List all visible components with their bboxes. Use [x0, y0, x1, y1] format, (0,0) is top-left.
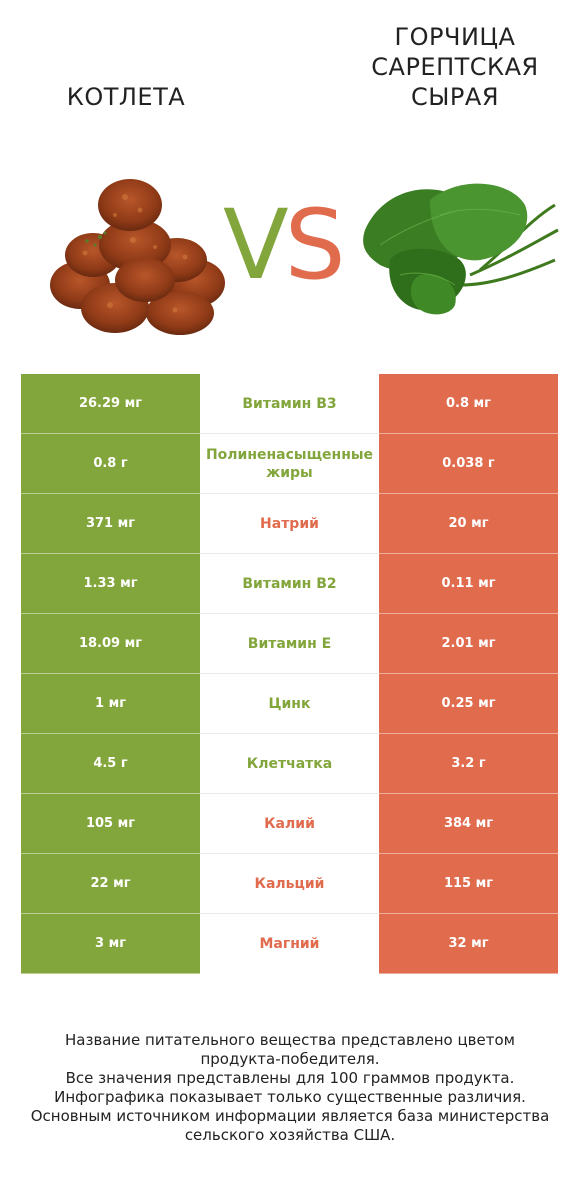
nutrient-name-cell: Калий	[200, 794, 379, 854]
right-product-title: ГОРЧИЦА САРЕПТСКАЯ СЫРАЯ	[345, 22, 565, 112]
right-value-cell: 115 мг	[379, 854, 558, 914]
footer-note: Название питательного вещества представл…	[10, 1031, 570, 1145]
left-value-cell: 3 мг	[21, 914, 200, 974]
vs-label: VS	[223, 189, 346, 301]
nutrient-name-cell: Витамин B3	[200, 374, 379, 434]
left-value-cell: 22 мг	[21, 854, 200, 914]
footer-line: сельского хозяйства США.	[184, 1126, 396, 1144]
left-value-cell: 4.5 г	[21, 734, 200, 794]
nutrient-name-cell: Витамин B2	[200, 554, 379, 614]
mustard-greens-image	[363, 183, 559, 315]
footer-line: Инфографика показывает только существенн…	[54, 1088, 526, 1106]
table-row: 1.33 мг Витамин B2 0.11 мг	[21, 554, 558, 614]
left-value-cell: 371 мг	[21, 494, 200, 554]
footer-line: Название питательного вещества представл…	[65, 1031, 515, 1049]
table-row: 105 мг Калий 384 мг	[21, 794, 558, 854]
right-value-cell: 0.038 г	[379, 434, 558, 494]
vs-s-letter: S	[284, 189, 346, 301]
comparison-table: 26.29 мг Витамин B3 0.8 мг 0.8 г Полиненасыщ…	[21, 374, 558, 974]
vs-v-letter: V	[223, 189, 289, 301]
right-value-cell: 384 мг	[379, 794, 558, 854]
right-value-cell: 0.25 мг	[379, 674, 558, 734]
right-value-cell: 20 мг	[379, 494, 558, 554]
nutrient-name-cell: Натрий	[200, 494, 379, 554]
meatball-patties-image	[50, 179, 225, 335]
right-value-cell: 3.2 г	[379, 734, 558, 794]
table-row: 3 мг Магний 32 мг	[21, 914, 558, 974]
footer-line: продукта-победителя.	[200, 1050, 380, 1068]
nutrient-name-cell: Витамин E	[200, 614, 379, 674]
nutrient-name-cell: Клетчатка	[200, 734, 379, 794]
left-value-cell: 0.8 г	[21, 434, 200, 494]
nutrient-name-cell: Кальций	[200, 854, 379, 914]
table-row: 26.29 мг Витамин B3 0.8 мг	[21, 374, 558, 434]
left-value-cell: 26.29 мг	[21, 374, 200, 434]
right-value-cell: 32 мг	[379, 914, 558, 974]
nutrient-name-cell: Магний	[200, 914, 379, 974]
left-value-cell: 105 мг	[21, 794, 200, 854]
table-row: 4.5 г Клетчатка 3.2 г	[21, 734, 558, 794]
table-row: 18.09 мг Витамин E 2.01 мг	[21, 614, 558, 674]
table-row: 1 мг Цинк 0.25 мг	[21, 674, 558, 734]
nutrient-name-cell: Полиненасыщенные жиры	[200, 434, 379, 494]
nutrient-name-cell: Цинк	[200, 674, 379, 734]
left-value-cell: 1 мг	[21, 674, 200, 734]
table-row: 22 мг Кальций 115 мг	[21, 854, 558, 914]
right-value-cell: 2.01 мг	[379, 614, 558, 674]
right-title-line: ГОРЧИЦА	[394, 23, 516, 51]
left-value-cell: 1.33 мг	[21, 554, 200, 614]
table-row: 0.8 г Полиненасыщенные жиры 0.038 г	[21, 434, 558, 494]
left-product-title: КОТЛЕТА	[66, 83, 186, 111]
left-value-cell: 18.09 мг	[21, 614, 200, 674]
right-value-cell: 0.11 мг	[379, 554, 558, 614]
footer-line: Основным источником информации является …	[30, 1107, 550, 1125]
right-title-line: СЫРАЯ	[411, 83, 499, 111]
right-value-cell: 0.8 мг	[379, 374, 558, 434]
table-row: 371 мг Натрий 20 мг	[21, 494, 558, 554]
footer-line: Все значения представлены для 100 граммо…	[65, 1069, 515, 1087]
right-title-line: САРЕПТСКАЯ	[371, 53, 539, 81]
